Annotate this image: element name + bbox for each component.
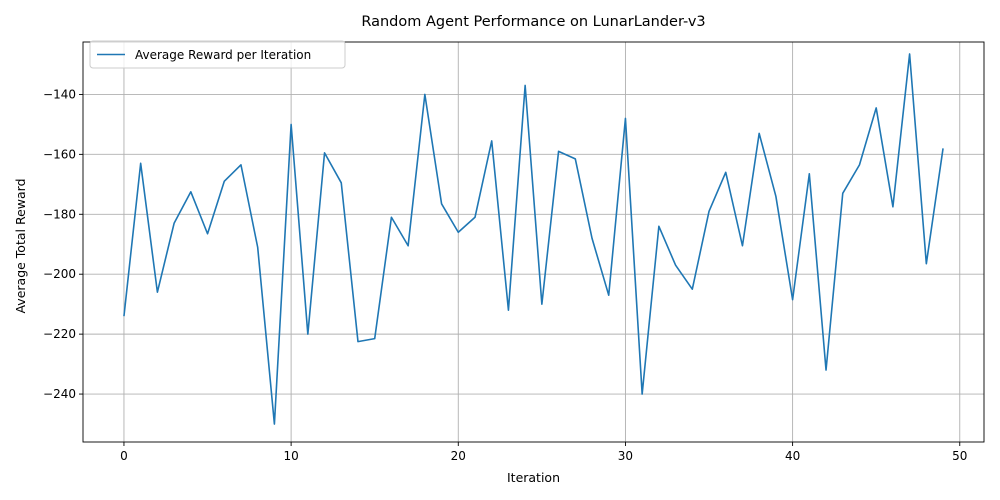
data-point <box>391 216 393 218</box>
x-tick-label: 0 <box>120 449 128 463</box>
data-point <box>658 225 660 227</box>
y-tick-label: −140 <box>43 87 76 101</box>
plot-frame <box>82 41 985 443</box>
data-point <box>758 133 760 135</box>
data-point <box>892 206 894 208</box>
data-point <box>675 264 677 266</box>
chart-title: Random Agent Performance on LunarLander-… <box>361 14 705 30</box>
data-point <box>307 333 309 335</box>
data-point <box>207 233 209 235</box>
data-point <box>859 164 861 166</box>
data-point <box>274 423 276 425</box>
y-tick-label: −220 <box>43 327 76 341</box>
data-point <box>374 338 376 340</box>
data-point <box>608 294 610 296</box>
data-point <box>157 291 159 293</box>
y-tick-label: −180 <box>43 207 76 221</box>
data-point <box>407 245 409 247</box>
data-point <box>524 85 526 87</box>
data-point <box>441 203 443 205</box>
x-tick-label: 20 <box>451 449 466 463</box>
plot-area <box>123 53 944 425</box>
series-line <box>123 53 944 425</box>
data-point <box>424 94 426 96</box>
data-point <box>474 216 476 218</box>
data-point <box>641 393 643 395</box>
data-point <box>909 53 911 55</box>
x-tick-label: 40 <box>785 449 800 463</box>
data-point <box>625 118 627 120</box>
data-point <box>541 303 543 305</box>
data-point <box>942 148 944 150</box>
data-point <box>725 172 727 174</box>
data-point <box>875 107 877 109</box>
data-point <box>257 246 259 248</box>
data-point <box>123 315 125 317</box>
data-point <box>223 181 225 183</box>
data-point <box>825 369 827 371</box>
y-tick-label: −160 <box>43 147 76 161</box>
data-point <box>324 152 326 154</box>
data-point <box>842 193 844 195</box>
data-point <box>140 163 142 165</box>
data-point <box>190 191 192 193</box>
data-point <box>692 288 694 290</box>
data-point <box>775 196 777 198</box>
data-point <box>792 299 794 301</box>
data-point <box>491 140 493 142</box>
x-tick-label: 30 <box>618 449 633 463</box>
data-point <box>809 173 811 175</box>
legend-box <box>89 40 346 69</box>
axis-ticks: 0 10 20 30 40 50 −240 −220 −200 −180 −160 −140 <box>43 87 967 463</box>
data-point <box>508 309 510 311</box>
y-tick-label: −240 <box>43 387 76 401</box>
data-point <box>357 341 359 343</box>
y-tick-label: −200 <box>43 267 76 281</box>
data-point <box>708 210 710 212</box>
data-point <box>340 182 342 184</box>
data-point <box>926 263 928 265</box>
x-tick-label: 50 <box>952 449 967 463</box>
data-point <box>558 151 560 153</box>
data-point <box>290 124 292 126</box>
grid <box>83 42 984 442</box>
y-axis-label: Average Total Reward <box>13 178 28 313</box>
data-point <box>742 245 744 247</box>
data-point <box>240 164 242 166</box>
data-point <box>173 222 175 224</box>
data-point <box>591 237 593 239</box>
data-point <box>457 231 459 233</box>
legend-label: Average Reward per Iteration <box>135 48 311 62</box>
x-tick-label: 10 <box>283 449 298 463</box>
data-point <box>574 158 576 160</box>
x-axis-label: Iteration <box>507 470 560 485</box>
legend: Average Reward per Iteration <box>89 40 346 69</box>
